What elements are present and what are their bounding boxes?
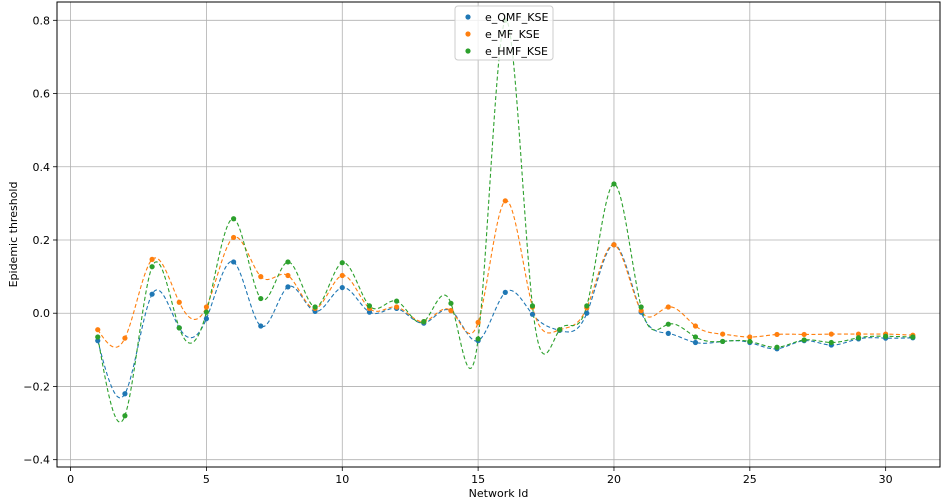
x-tick-label: 30 (879, 473, 893, 486)
legend: e_QMF_KSE e_MF_KSE e_HMF_KSE (454, 5, 554, 61)
data-point (448, 300, 454, 306)
x-tick-label: 10 (335, 473, 349, 486)
y-axis-ticks: −0.4 −0.2 0.0 0.2 0.4 0.6 0.8 (23, 14, 57, 467)
data-point (747, 338, 753, 345)
data-point (611, 242, 617, 248)
data-point (692, 339, 699, 346)
data-point (203, 304, 210, 310)
x-tick-label: 15 (471, 473, 485, 486)
data-point (557, 327, 563, 333)
data-point (285, 284, 291, 290)
data-point (529, 303, 536, 309)
data-point (638, 308, 644, 314)
data-point (774, 331, 780, 338)
data-point (720, 338, 726, 345)
data-point (312, 304, 318, 310)
data-point (95, 334, 101, 340)
data-point (638, 304, 644, 310)
data-point (665, 321, 671, 327)
y-tick-label: 0.6 (33, 88, 51, 101)
data-point (747, 334, 753, 340)
data-point (883, 333, 889, 339)
data-point (122, 391, 128, 397)
data-point (855, 331, 862, 337)
x-tick-label: 0 (67, 473, 74, 486)
x-tick-label: 25 (743, 473, 757, 486)
data-point (828, 339, 834, 346)
data-point (122, 335, 128, 341)
data-point (475, 319, 481, 325)
x-axis-ticks: 0 5 10 15 20 25 30 (67, 467, 893, 486)
data-point (176, 299, 182, 305)
data-point (421, 319, 427, 325)
data-point (258, 274, 264, 280)
legend-marker (465, 31, 471, 37)
data-point (529, 311, 536, 317)
data-point (394, 304, 400, 310)
data-point (665, 304, 671, 310)
data-point (801, 337, 807, 343)
data-point (448, 308, 454, 314)
data-point (339, 284, 345, 291)
data-point (231, 234, 237, 241)
data-points (95, 17, 916, 419)
data-point (910, 334, 916, 340)
data-point (231, 259, 237, 265)
data-point (285, 259, 291, 265)
data-point (339, 272, 345, 279)
data-point (366, 309, 373, 315)
legend-marker (465, 48, 471, 54)
x-tick-label: 20 (607, 473, 621, 486)
legend-label: e_HMF_KSE (485, 45, 548, 58)
data-point (339, 260, 345, 266)
data-point (720, 331, 726, 337)
data-point (149, 264, 155, 270)
data-point (149, 291, 155, 297)
data-point (258, 323, 264, 329)
y-tick-label: −0.2 (23, 380, 50, 393)
data-point (584, 303, 590, 309)
data-point (801, 331, 807, 338)
plot-frame (56, 1, 941, 468)
x-tick-label: 5 (203, 473, 210, 486)
legend-label: e_MF_KSE (485, 28, 540, 41)
data-point (611, 181, 617, 187)
data-point (774, 344, 780, 350)
data-point (692, 334, 699, 340)
data-point (203, 309, 210, 315)
data-point (176, 325, 182, 331)
legend-box (454, 5, 554, 61)
y-tick-label: −0.4 (23, 454, 50, 467)
data-point (231, 216, 237, 222)
data-point (828, 331, 834, 337)
y-tick-label: 0.8 (33, 14, 51, 27)
data-point (366, 303, 373, 309)
legend-marker (465, 14, 471, 20)
x-axis-label: Network Id (469, 487, 529, 500)
data-point (95, 338, 101, 344)
data-point (122, 413, 128, 419)
data-point (665, 330, 671, 336)
y-tick-label: 0.0 (33, 307, 51, 320)
data-point (258, 295, 264, 302)
y-tick-label: 0.2 (33, 234, 51, 247)
data-point (855, 335, 862, 341)
legend-label: e_QMF_KSE (485, 11, 548, 24)
data-point (502, 289, 508, 295)
data-point (95, 327, 101, 333)
data-point (394, 298, 400, 304)
data-point (502, 198, 508, 204)
data-point (149, 256, 155, 262)
data-point (203, 316, 210, 322)
y-axis-label: Epidemic threshold (7, 182, 20, 288)
data-point (285, 272, 291, 279)
y-tick-label: 0.4 (33, 161, 51, 174)
data-point (475, 336, 481, 342)
data-point (692, 323, 699, 329)
data-point (584, 310, 590, 316)
